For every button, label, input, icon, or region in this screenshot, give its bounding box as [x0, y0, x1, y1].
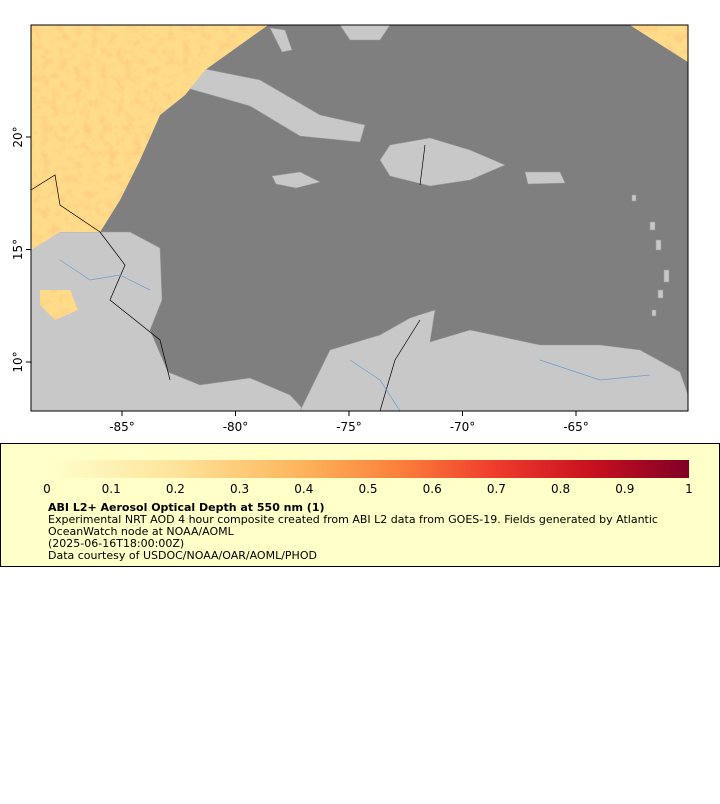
- x-tick-label: -75°: [336, 420, 362, 434]
- rivers: [59, 259, 651, 411]
- colorbar-tick-label: 0.6: [423, 482, 442, 496]
- y-tick-label: 20°: [11, 126, 25, 147]
- legend-note: Data courtesy of USDOC/NOAA/OAR/AOML/PHO…: [48, 549, 317, 562]
- map: [31, 25, 688, 411]
- colorbar-tick-label: 0.8: [551, 482, 570, 496]
- colorbar-tick-label: 0.4: [294, 482, 313, 496]
- colorbar: [47, 460, 689, 478]
- legend-title: ABI L2+ Aerosol Optical Depth at 550 nm …: [48, 501, 325, 514]
- borders: [31, 144, 426, 411]
- colorbar-tick-label: 1: [685, 482, 693, 496]
- map-frame: [30, 24, 689, 412]
- colorbar-ticks: 0 0.1 0.2 0.3 0.4 0.5 0.6 0.7 0.8 0.9 1: [43, 482, 693, 496]
- legend-notes: Experimental NRT AOD 4 hour composite cr…: [48, 513, 658, 562]
- legend-note: Experimental NRT AOD 4 hour composite cr…: [48, 513, 658, 526]
- x-tick-label: -85°: [109, 420, 135, 434]
- colorbar-tick-label: 0.9: [615, 482, 634, 496]
- colorbar-tick-label: 0.3: [230, 482, 249, 496]
- y-tick-label: 10°: [11, 351, 25, 372]
- x-tick-label: -65°: [563, 420, 589, 434]
- x-tick-label: -80°: [223, 420, 249, 434]
- legend-note: (2025-06-16T18:00:00Z): [48, 537, 184, 550]
- y-axis: 20° 15° 10°: [11, 126, 31, 373]
- colorbar-tick-label: 0.7: [487, 482, 506, 496]
- x-axis: -85° -80° -75° -70° -65°: [109, 411, 589, 434]
- colorbar-tick-label: 0.5: [358, 482, 377, 496]
- colorbar-tick-label: 0: [43, 482, 51, 496]
- x-tick-label: -70°: [450, 420, 476, 434]
- colorbar-tick-label: 0.1: [102, 482, 121, 496]
- y-tick-label: 15°: [11, 239, 25, 260]
- colorbar-tick-label: 0.2: [166, 482, 185, 496]
- legend-note: OceanWatch node at NOAA/AOML: [48, 525, 235, 538]
